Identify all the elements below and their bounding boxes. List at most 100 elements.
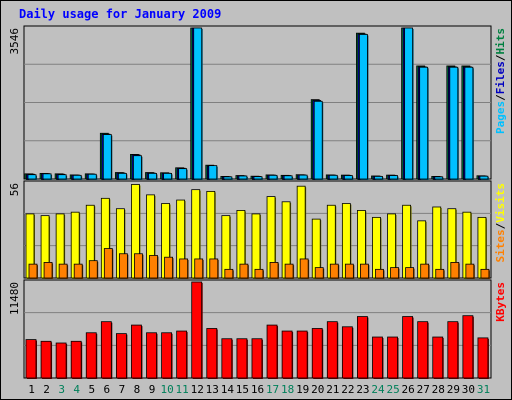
bar-sites-day-23 <box>360 263 369 279</box>
bar-kbytes-day-16 <box>251 338 263 379</box>
bar-sites-day-13 <box>209 258 219 279</box>
bar-kbytes-day-24 <box>372 336 383 379</box>
bar-kbytes-day-22 <box>341 326 353 379</box>
side-label-kbytes: KBytes <box>494 282 507 322</box>
bar-kbytes-day-29 <box>447 321 459 379</box>
x-tick-label-day-21: 21 <box>326 383 339 396</box>
bar-pages-day-31 <box>479 175 489 180</box>
bar-sites-day-25 <box>390 267 399 279</box>
bar-kbytes-day-4 <box>70 340 82 379</box>
bar-pages-day-30 <box>464 66 474 180</box>
bar-sites-day-14 <box>224 268 234 279</box>
bar-sites-day-3 <box>58 263 68 279</box>
bar-pages-day-21 <box>328 174 338 180</box>
bar-kbytes-day-21 <box>326 321 338 379</box>
bar-kbytes-day-31 <box>477 337 489 379</box>
side-label-pages: Pages <box>494 101 507 134</box>
x-tick-label-day-25: 25 <box>386 383 399 396</box>
x-tick-label-day-31: 31 <box>477 383 490 396</box>
side-label-kbytes: KBytes <box>494 282 507 322</box>
bar-pages-day-15 <box>238 175 248 180</box>
bar-kbytes-day-23 <box>357 316 368 379</box>
x-tick-label-day-10: 10 <box>160 383 173 396</box>
bar-pages-day-8 <box>133 155 142 180</box>
ymax-label-hits_files_pages: 3546 <box>8 28 21 55</box>
bar-sites-day-20 <box>314 267 324 279</box>
bar-kbytes-day-19 <box>296 330 308 379</box>
bar-sites-day-12 <box>194 258 204 279</box>
bar-pages-day-22 <box>343 175 353 180</box>
bar-pages-day-12 <box>193 27 203 180</box>
bar-kbytes-day-12 <box>191 281 203 379</box>
bar-pages-day-20 <box>313 100 323 180</box>
x-tick-label-day-17: 17 <box>266 383 279 396</box>
bar-sites-day-29 <box>450 262 460 279</box>
bar-sites-day-6 <box>103 248 113 279</box>
bar-pages-day-10 <box>163 172 172 180</box>
bar-pages-day-6 <box>102 134 112 180</box>
bar-pages-day-14 <box>223 176 233 180</box>
bar-visits-day-16 <box>251 213 261 279</box>
bar-pages-day-18 <box>283 175 293 180</box>
bar-sites-day-30 <box>465 263 475 279</box>
x-tick-label-day-28: 28 <box>432 383 445 396</box>
bar-pages-day-19 <box>298 174 308 180</box>
side-label-visits_sites: Sites/Visits <box>494 183 507 263</box>
x-tick-label-day-30: 30 <box>462 383 475 396</box>
bar-sites-day-7 <box>118 253 128 279</box>
bar-sites-day-31 <box>480 268 490 279</box>
bar-sites-day-10 <box>164 256 173 279</box>
bar-kbytes-day-10 <box>161 332 172 379</box>
x-tick-label-day-24: 24 <box>371 383 385 396</box>
x-tick-label-day-11: 11 <box>176 383 189 396</box>
bar-pages-day-1 <box>27 174 37 180</box>
bar-visits-day-24 <box>372 216 381 279</box>
bar-sites-day-8 <box>134 253 143 279</box>
bar-sites-day-5 <box>88 260 98 279</box>
bar-kbytes-day-20 <box>311 328 323 379</box>
bar-sites-day-24 <box>375 268 384 279</box>
x-tick-label-day-23: 23 <box>356 383 369 396</box>
x-tick-label-day-14: 14 <box>221 383 235 396</box>
bar-kbytes-day-6 <box>100 321 112 379</box>
bar-pages-day-9 <box>148 172 157 180</box>
bar-kbytes-day-13 <box>206 328 218 379</box>
bar-visits-day-28 <box>432 206 442 279</box>
bar-sites-day-27 <box>420 263 430 279</box>
bar-kbytes-day-3 <box>55 342 67 379</box>
x-tick-label-day-22: 22 <box>341 383 354 396</box>
x-tick-label-day-6: 6 <box>104 383 111 396</box>
x-tick-label-day-4: 4 <box>73 383 80 396</box>
bar-kbytes-day-1 <box>25 339 37 379</box>
bar-kbytes-day-5 <box>85 332 97 379</box>
bar-kbytes-day-28 <box>432 336 444 379</box>
bar-pages-day-2 <box>42 173 52 180</box>
ymax-label-visits_sites: 56 <box>8 183 21 196</box>
bar-sites-day-11 <box>179 258 189 279</box>
side-label-separator: / <box>494 54 507 61</box>
bar-pages-day-7 <box>117 172 127 180</box>
bar-pages-day-3 <box>57 174 67 180</box>
x-tick-label-day-12: 12 <box>191 383 204 396</box>
bar-pages-day-26 <box>404 27 414 180</box>
bar-visits-day-26 <box>402 204 412 279</box>
bar-pages-day-5 <box>87 173 97 180</box>
x-tick-label-day-9: 9 <box>149 383 156 396</box>
side-label-separator: / <box>494 94 507 101</box>
bar-sites-day-26 <box>405 267 415 279</box>
bar-kbytes-day-14 <box>221 338 233 379</box>
bar-sites-day-9 <box>149 255 158 279</box>
bar-pages-day-11 <box>178 168 188 180</box>
bar-pages-day-13 <box>208 165 218 180</box>
bar-kbytes-day-7 <box>115 333 127 379</box>
x-tick-label-day-16: 16 <box>251 383 264 396</box>
x-tick-label-day-8: 8 <box>134 383 141 396</box>
bar-pages-day-28 <box>434 176 444 180</box>
bar-sites-day-18 <box>284 263 294 279</box>
bar-kbytes-day-9 <box>146 332 157 379</box>
bar-kbytes-day-25 <box>387 336 398 379</box>
bar-kbytes-day-15 <box>236 338 248 379</box>
x-tick-label-day-29: 29 <box>447 383 460 396</box>
bar-kbytes-day-30 <box>462 315 474 379</box>
